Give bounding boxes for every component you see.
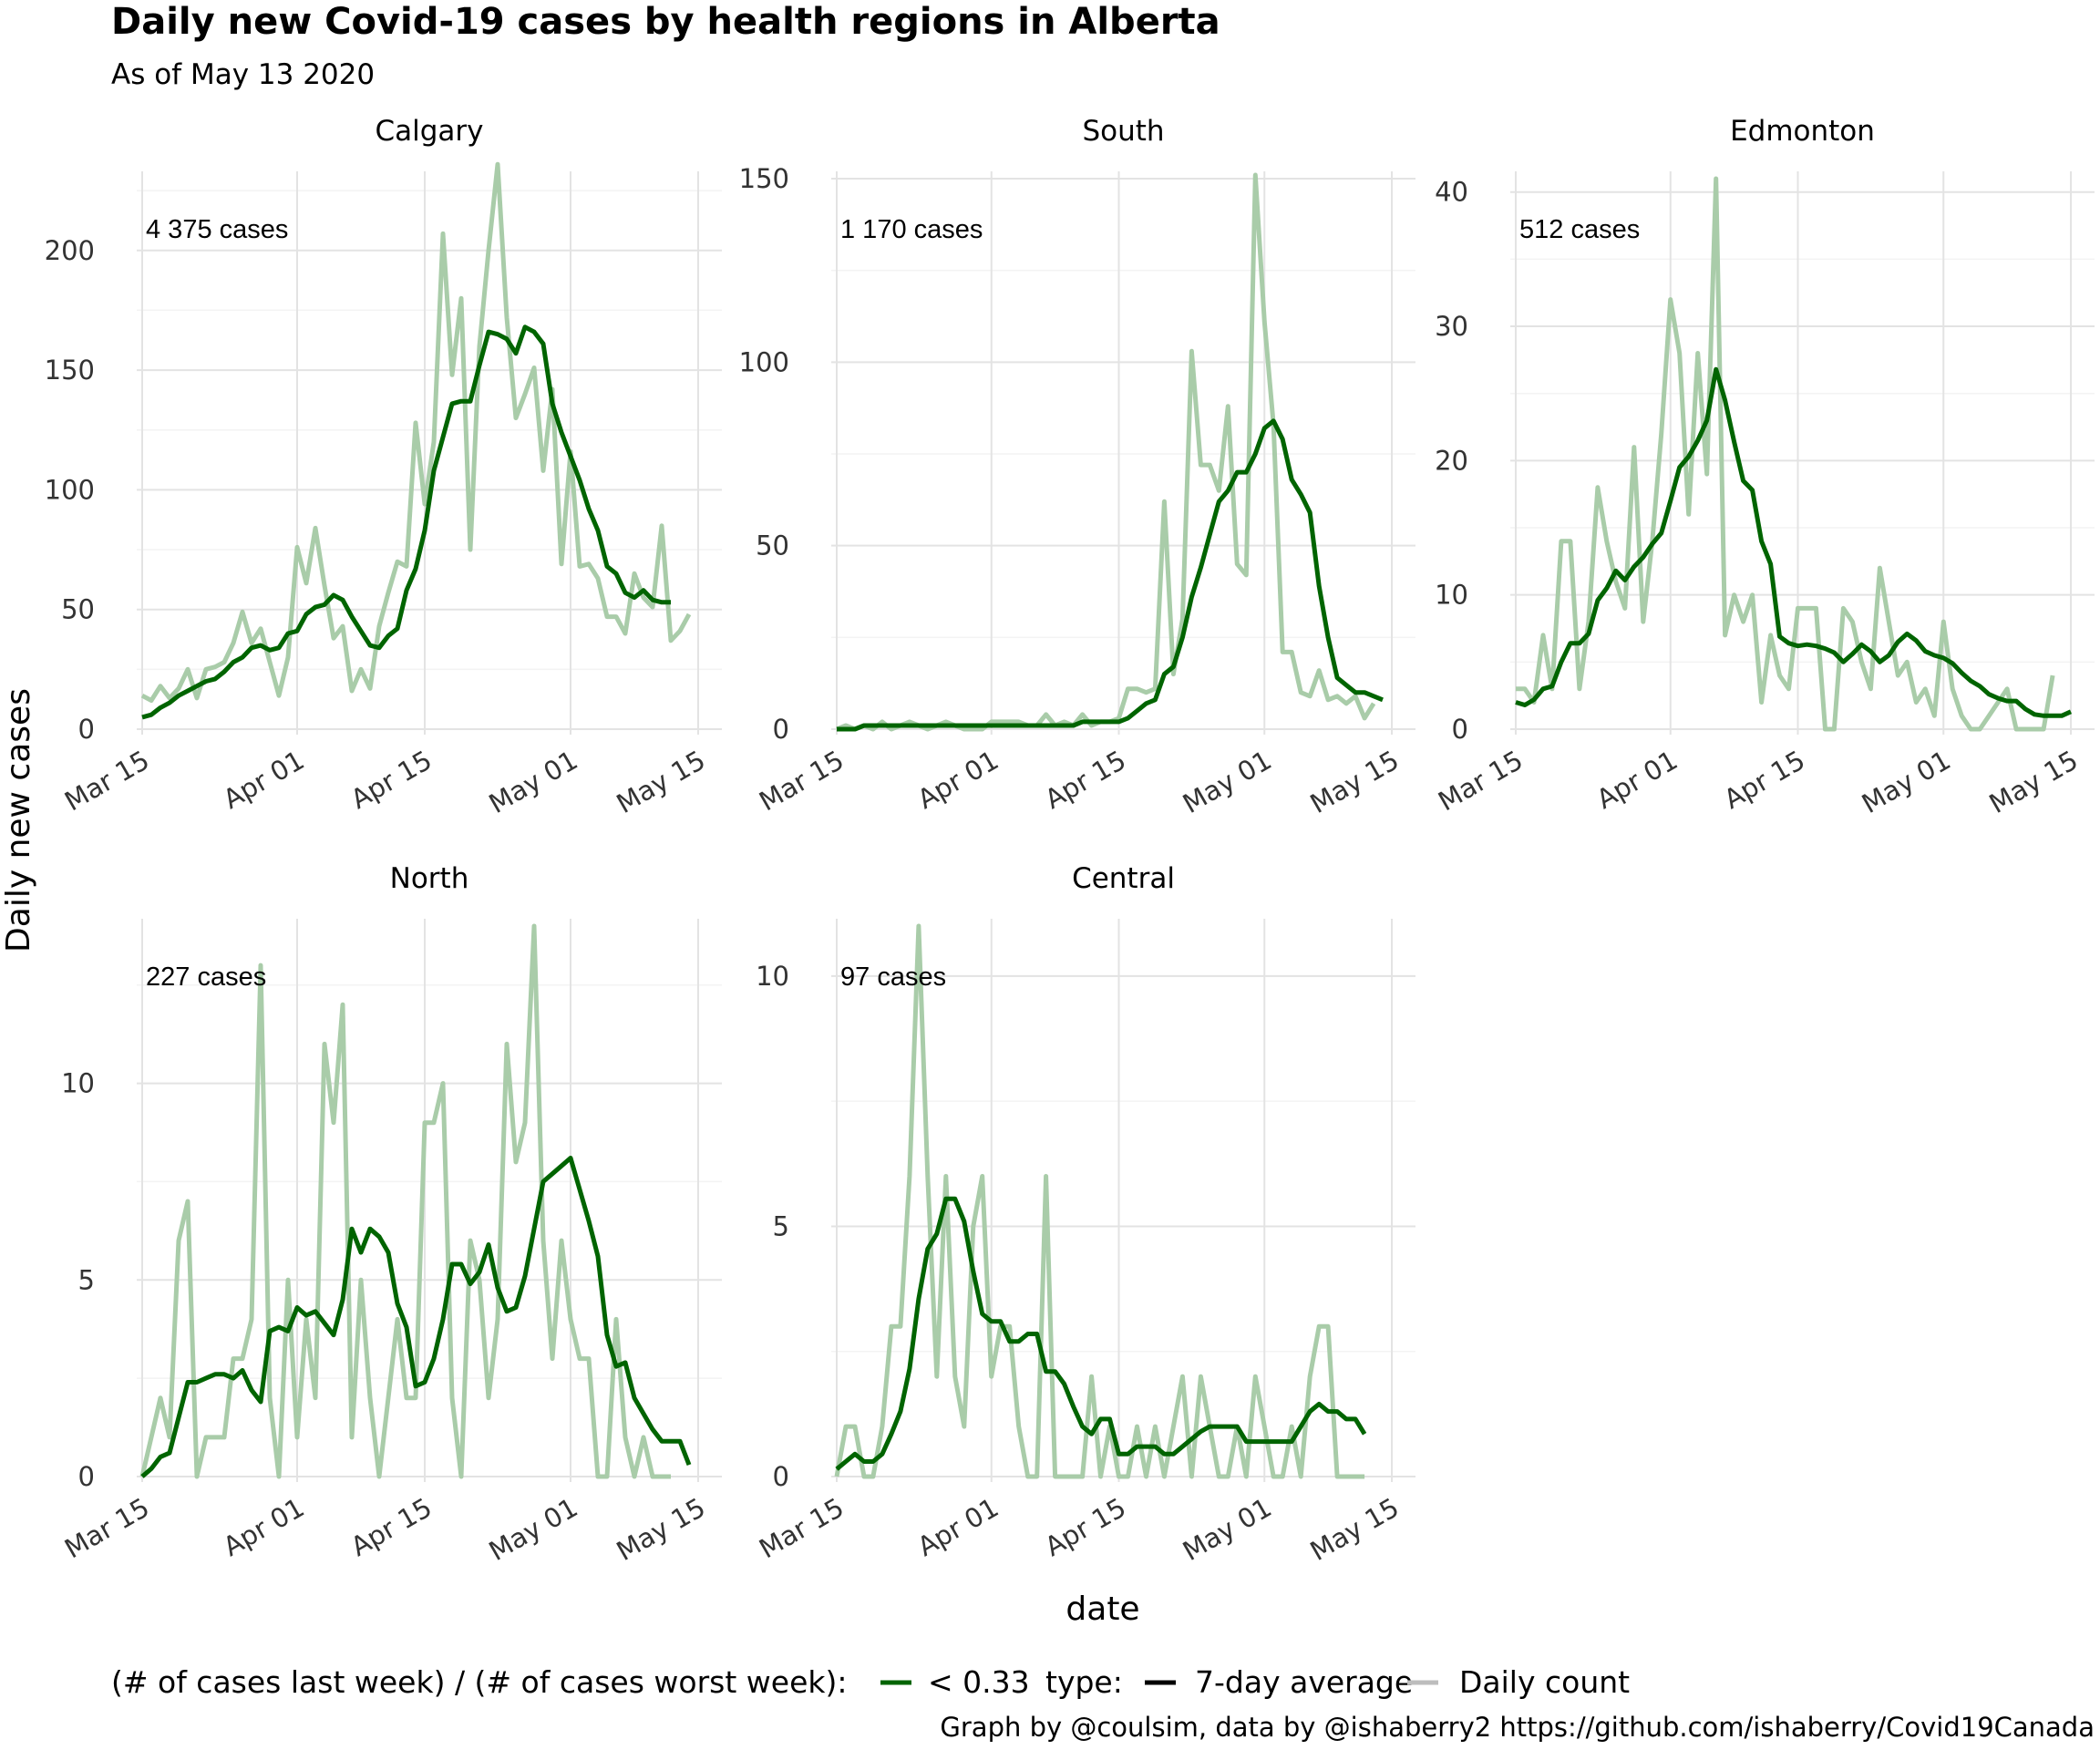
- y-tick-label: 50: [61, 594, 95, 625]
- panel-south: South 0 50 100 150 Mar 15 Apr 01 Apr 15 May 01 Ma…: [739, 115, 1415, 819]
- legend-color-title: (# of cases last week) / (# of cases wor…: [111, 1664, 847, 1700]
- y-tick-label: 10: [756, 961, 789, 992]
- series-daily-count: [139, 923, 671, 1479]
- y-tick-label: 100: [45, 474, 95, 505]
- series-daily-count: [834, 923, 1365, 1479]
- panel-title: South: [1082, 115, 1164, 148]
- y-tick-label: 0: [1452, 714, 1468, 745]
- y-tick-label: 30: [1435, 311, 1468, 342]
- chart-title: Daily new Covid-19 cases by health regio…: [111, 1, 1220, 43]
- x-tick-label: May 15: [1305, 745, 1405, 819]
- y-tick-label: 0: [773, 1461, 789, 1492]
- x-tick-label: Apr 15: [1040, 1492, 1131, 1563]
- x-tick-label: Apr 15: [345, 1492, 437, 1563]
- series-daily-count: [1516, 176, 2055, 732]
- y-tick-label: 5: [773, 1210, 789, 1241]
- legend-type-title: type:: [1045, 1664, 1123, 1700]
- panel-north: North 0 5 10 Mar 15 Apr 01 Apr 15 May 01 May 15 2…: [59, 862, 722, 1567]
- x-tick-label: May 01: [1857, 745, 1956, 819]
- x-tick-label: May 15: [612, 745, 711, 819]
- caption: Graph by @coulsim, data by @ishaberry2 h…: [940, 1712, 2095, 1743]
- y-tick-label: 40: [1435, 177, 1468, 208]
- legend-label-lt033: < 0.33: [928, 1664, 1030, 1700]
- y-tick-label: 10: [1435, 580, 1468, 611]
- x-tick-label: May 01: [1178, 745, 1277, 819]
- panel-title: Calgary: [375, 115, 483, 148]
- total-cases-annotation: 4 375 cases: [146, 215, 288, 244]
- x-tick-label: Apr 15: [1040, 745, 1131, 816]
- x-tick-label: May 01: [484, 745, 583, 819]
- panel-title: Central: [1072, 862, 1175, 895]
- x-tick-label: Apr 15: [345, 745, 437, 816]
- x-axis-title: date: [1065, 1590, 1139, 1628]
- chart-subtitle: As of May 13 2020: [111, 58, 375, 91]
- y-axis-title: Daily new cases: [0, 688, 37, 952]
- series-daily-count: [140, 161, 692, 703]
- y-tick-label: 150: [739, 163, 789, 194]
- x-tick-label: Apr 15: [1719, 745, 1810, 816]
- y-tick-label: 200: [45, 235, 95, 266]
- total-cases-annotation: 1 170 cases: [840, 215, 983, 244]
- x-tick-label: May 15: [1305, 1492, 1405, 1567]
- series-7-day-average: [140, 1156, 692, 1478]
- y-tick-label: 150: [45, 355, 95, 386]
- y-tick-label: 5: [78, 1264, 95, 1295]
- y-tick-label: 0: [78, 714, 95, 745]
- y-tick-label: 50: [756, 530, 789, 561]
- series-7-day-average: [837, 418, 1384, 732]
- total-cases-annotation: 512 cases: [1519, 215, 1640, 244]
- y-tick-label: 0: [78, 1461, 95, 1492]
- x-tick-label: Apr 01: [218, 1492, 309, 1563]
- y-tick-label: 20: [1435, 445, 1468, 476]
- x-tick-label: Apr 01: [1591, 745, 1683, 816]
- x-tick-label: Apr 01: [912, 1492, 1004, 1563]
- panel-edmonton: Edmonton 0 10 20 30 40 Mar 15 Apr 01 Apr 15 May 0…: [1433, 115, 2095, 819]
- panel-title: North: [390, 862, 469, 895]
- x-tick-label: May 01: [484, 1492, 583, 1567]
- total-cases-annotation: 97 cases: [840, 962, 946, 992]
- x-tick-label: Mar 15: [754, 1492, 849, 1565]
- y-tick-label: 10: [61, 1068, 95, 1099]
- series-7-day-average: [141, 324, 671, 720]
- legend: (# of cases last week) / (# of cases wor…: [111, 1664, 1630, 1700]
- series-7-day-average: [835, 1196, 1367, 1471]
- panel-calgary: Calgary 0 50 100 150 200 Mar 15 Apr 01 Apr 15 May…: [45, 115, 722, 819]
- x-tick-label: Mar 15: [59, 1492, 154, 1565]
- x-tick-label: Apr 01: [218, 745, 309, 816]
- x-tick-label: May 15: [612, 1492, 711, 1567]
- y-tick-label: 0: [773, 714, 789, 745]
- x-tick-label: Mar 15: [1433, 745, 1528, 818]
- x-tick-label: Mar 15: [59, 745, 154, 818]
- panel-title: Edmonton: [1730, 115, 1875, 148]
- x-tick-label: May 01: [1178, 1492, 1277, 1567]
- series-daily-count: [836, 172, 1376, 732]
- legend-label-daily: Daily count: [1459, 1664, 1630, 1700]
- x-tick-label: May 15: [1984, 745, 2084, 819]
- x-tick-label: Mar 15: [754, 745, 849, 818]
- y-tick-label: 100: [739, 346, 789, 377]
- panel-central: Central 0 5 10 Mar 15 Apr 01 Apr 15 May 01 May 1…: [754, 862, 1415, 1567]
- series-7-day-average: [1515, 366, 2073, 718]
- legend-label-7day: 7-day average: [1195, 1664, 1413, 1700]
- x-tick-label: Apr 01: [912, 745, 1004, 816]
- total-cases-annotation: 227 cases: [146, 962, 266, 992]
